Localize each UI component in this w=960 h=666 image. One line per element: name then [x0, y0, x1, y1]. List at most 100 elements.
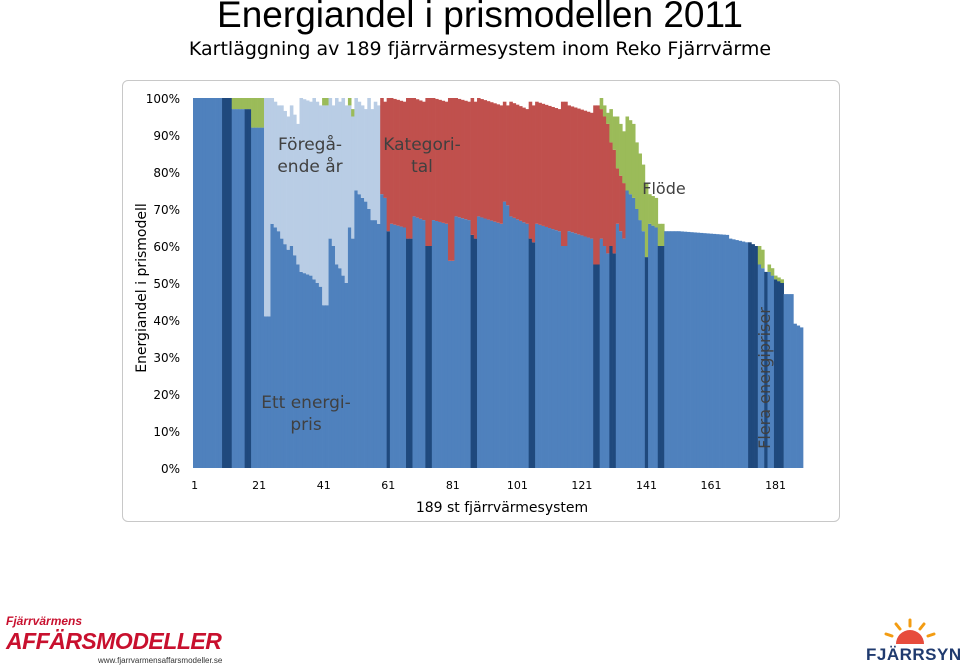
- bar-energy-51: [354, 190, 358, 468]
- bar-energy-63: [393, 224, 397, 468]
- chart-subtitle: Kartläggning av 189 fjärrvärmesystem ino…: [188, 38, 772, 60]
- bar-energy-140: [641, 231, 646, 468]
- bar-prev-38: [312, 98, 316, 280]
- x-tick-label: 101: [507, 479, 528, 492]
- bar-energy-14: [234, 109, 239, 468]
- bar-prev-57: [373, 101, 378, 221]
- y-tick-label: 20%: [153, 388, 180, 402]
- bar-energy-104: [525, 223, 530, 468]
- x-tick-label: 81: [446, 479, 460, 492]
- bar-energy-137: [631, 197, 636, 468]
- bar-flow-176: [757, 246, 762, 265]
- bar-energy-53: [360, 197, 365, 468]
- bar-energy-84: [460, 218, 465, 468]
- bar-energy-23: [264, 316, 268, 468]
- bar-energy-132: [615, 223, 620, 468]
- bar-prev-45: [335, 98, 339, 265]
- bar-energy-176: [757, 264, 762, 468]
- bar-energy-171: [741, 241, 746, 468]
- bar-prev-51: [354, 98, 358, 191]
- bar-kat-95: [496, 104, 500, 223]
- bar-energy-103: [522, 222, 526, 468]
- bar-energy-108: [538, 224, 542, 468]
- bar-energy-31: [289, 246, 294, 468]
- bar-kat-103: [522, 107, 526, 223]
- bar-prev-35: [302, 99, 307, 274]
- bar-energy-25: [270, 223, 275, 468]
- bar-prev-53: [360, 105, 365, 198]
- bar-energy-107: [535, 223, 539, 468]
- bar-energy-115: [560, 246, 565, 468]
- bar-flow-140: [641, 164, 646, 232]
- bar-prev-55: [367, 98, 371, 209]
- x-tick-label: 141: [636, 479, 657, 492]
- bar-energy-58: [376, 223, 381, 468]
- bar-kat-92: [486, 101, 491, 220]
- bar-prev-36: [305, 100, 310, 275]
- bar-kat-120: [577, 108, 581, 235]
- bar-flow-15: [238, 98, 242, 110]
- bar-kat-111: [548, 105, 552, 229]
- bar-flow-18: [247, 98, 252, 110]
- bar-energy-12: [228, 98, 233, 468]
- bar-flow-13: [231, 98, 236, 110]
- bar-energy-79: [444, 223, 449, 468]
- bar-energy-94: [493, 221, 497, 468]
- bar-energy-45: [335, 264, 339, 468]
- bar-kat-133: [619, 175, 623, 232]
- bar-energy-21: [257, 127, 262, 468]
- bar-energy-11: [225, 98, 229, 468]
- bar-energy-150: [673, 231, 678, 468]
- bar-energy-3: [199, 98, 204, 468]
- bar-prev-56: [370, 109, 375, 221]
- bar-kat-90: [480, 99, 484, 218]
- bar-energy-13: [231, 109, 236, 468]
- bar-prev-32: [293, 114, 297, 256]
- x-tick-label: 61: [381, 479, 395, 492]
- bar-prev-52: [357, 101, 362, 195]
- bar-flow-21: [257, 98, 262, 128]
- bar-energy-15: [238, 109, 242, 468]
- y-tick-label: 60%: [153, 240, 180, 254]
- bar-energy-119: [573, 233, 578, 468]
- bar-energy-18: [247, 109, 252, 468]
- bar-kat-66: [402, 101, 407, 228]
- bar-prev-49: [347, 105, 352, 228]
- bar-energy-68: [409, 238, 413, 468]
- bar-kat-110: [544, 104, 549, 227]
- bar-kat-114: [557, 109, 562, 232]
- bar-energy-96: [499, 223, 504, 468]
- bar-energy-64: [396, 225, 400, 468]
- bar-energy-27: [276, 231, 281, 468]
- bar-kat-124: [589, 112, 594, 239]
- bar-kat-98: [506, 105, 510, 206]
- bar-flow-16: [241, 98, 245, 110]
- bar-kat-91: [483, 100, 488, 219]
- bar-energy-143: [651, 225, 655, 468]
- bar-energy-189: [799, 327, 804, 468]
- bar-flow-14: [234, 98, 239, 110]
- bar-energy-71: [418, 218, 423, 468]
- logo-line2: AFFÄRSMODELLER: [6, 628, 222, 654]
- bar-energy-56: [370, 220, 375, 468]
- bar-kat-87: [470, 98, 475, 235]
- bar-kat-75: [431, 98, 436, 221]
- bar-energy-151: [677, 231, 681, 468]
- bar-energy-44: [331, 246, 336, 468]
- bar-energy-153: [683, 231, 688, 468]
- bar-energy-106: [531, 242, 536, 468]
- bar-kat-60: [383, 101, 388, 198]
- bar-kat-62: [389, 98, 394, 224]
- fjarrsyn-logo: FJÄRRSYN: [866, 614, 960, 666]
- bar-energy-182: [777, 281, 781, 468]
- bar-kat-72: [422, 101, 426, 221]
- annotation-label: tal: [411, 157, 433, 177]
- bar-energy-180: [770, 275, 775, 468]
- bar-flow-181: [773, 275, 778, 280]
- bar-kat-105: [528, 101, 533, 239]
- bar-energy-60: [383, 197, 388, 468]
- bar-kat-108: [538, 102, 542, 225]
- bar-kat-88: [473, 101, 478, 239]
- bar-flow-17: [244, 98, 249, 110]
- x-tick-label: 21: [252, 479, 266, 492]
